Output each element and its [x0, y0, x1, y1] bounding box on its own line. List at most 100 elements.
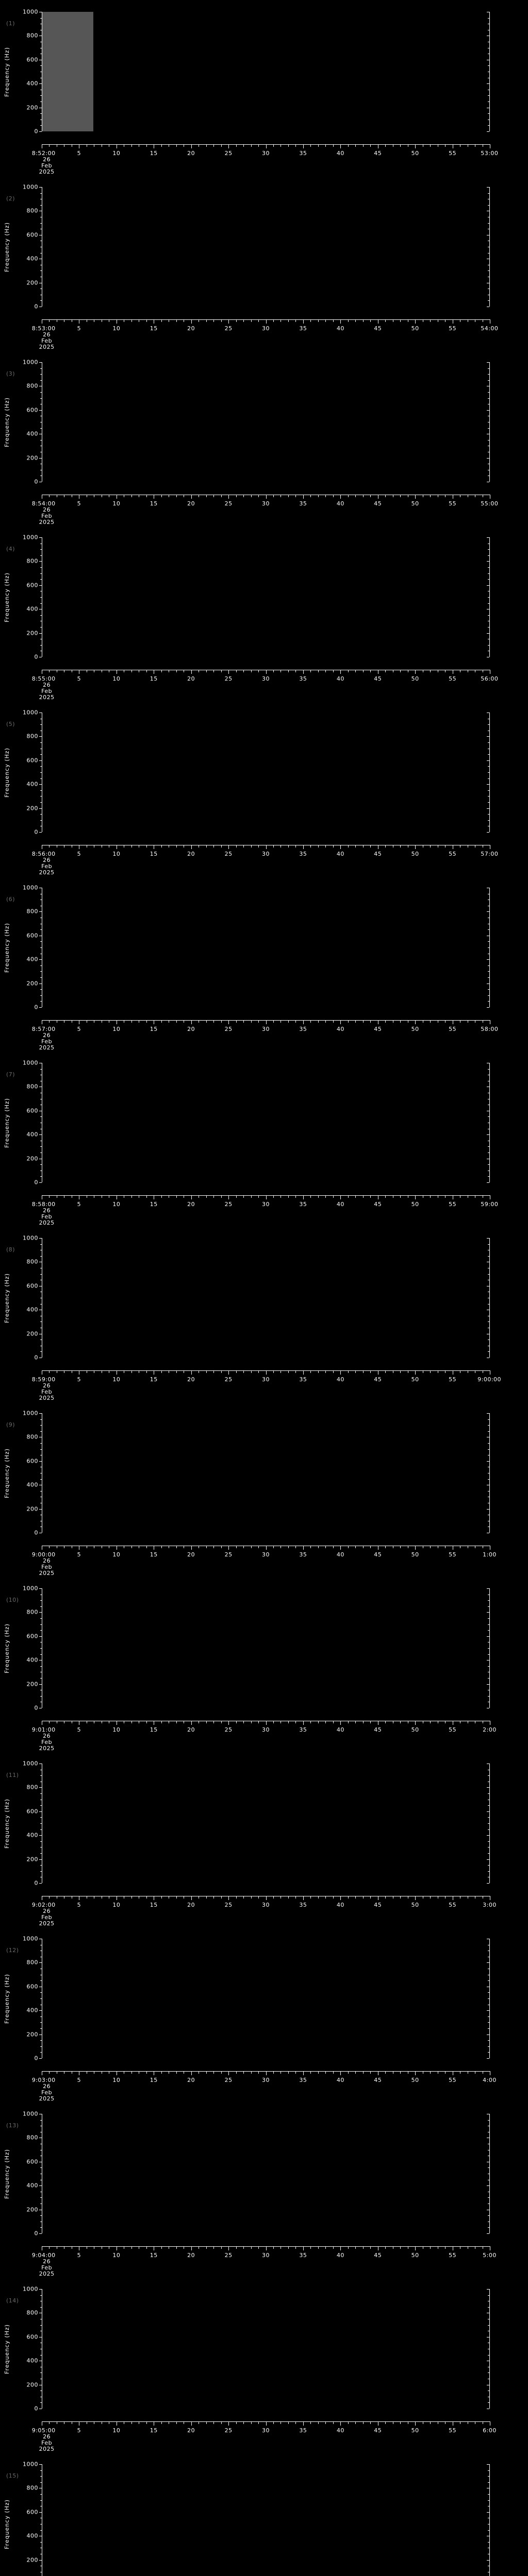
y-axis-tick-label: 200: [26, 1330, 38, 1337]
y-axis-tick-label: 400: [26, 2532, 38, 2539]
y-axis-minor-tick-right: [488, 1998, 489, 1999]
y-axis-title-text: Frequency (Hz): [3, 1448, 10, 1498]
x-axis-minor-tick: [400, 2246, 401, 2249]
x-axis-minor-tick: [400, 144, 401, 147]
y-axis-minor-tick-right: [488, 18, 489, 19]
x-axis-minor-tick: [355, 2071, 356, 2074]
x-axis-minor-tick: [273, 1546, 274, 1548]
y-axis-major-tick: [39, 959, 42, 960]
y-axis-minor-tick: [40, 1624, 42, 1625]
x-axis-minor-tick: [161, 670, 162, 672]
y-axis-minor-tick: [40, 929, 42, 930]
x-axis-minor-tick: [348, 1020, 349, 1023]
y-axis-tick-label: 800: [26, 557, 38, 565]
y-axis-tick-label: 600: [26, 2158, 38, 2165]
y-axis-minor-tick: [40, 573, 42, 574]
y-axis-minor-tick: [40, 1321, 42, 1323]
x-axis-tick-label: 8:55:00: [31, 675, 56, 682]
x-axis-minor-tick: [206, 2246, 207, 2249]
x-axis-tick-label: 55: [449, 500, 457, 507]
y-axis-tick-label: 800: [26, 32, 38, 39]
x-axis-major-tick: [191, 1370, 192, 1375]
y-axis-minor-tick-right: [488, 742, 489, 743]
x-axis-tick-label: 10: [112, 851, 121, 857]
y-axis-minor-tick: [40, 2541, 42, 2543]
x-axis-tick-label: 10: [112, 2077, 121, 2083]
x-axis-tick-label: 9:05:00: [31, 2427, 56, 2434]
x-axis-minor-tick: [161, 144, 162, 147]
x-axis-minor-tick: [146, 1370, 147, 1373]
y-axis-minor-tick: [40, 1069, 42, 1070]
x-axis-tick-label: 50: [411, 1726, 419, 1733]
y-axis-major-tick: [39, 2010, 42, 2011]
x-axis-tick-label: 50: [411, 2077, 419, 2083]
x-axis-major-tick: [266, 2421, 267, 2426]
y-axis-major-tick: [39, 1962, 42, 1963]
spectrogram-panel: (13) Frequency (Hz) 0 200 400 600 800 1000 9:04:…: [0, 2102, 528, 2277]
y-axis-tick-label: 600: [26, 1458, 38, 1465]
x-axis-minor-tick: [161, 2071, 162, 2074]
x-axis-minor-tick: [243, 1546, 244, 1548]
y-axis-right-spine: [487, 1764, 490, 1884]
y-axis-minor-tick: [40, 1490, 42, 1492]
x-axis-minor-tick: [400, 1721, 401, 1723]
x-axis-tick-label: 30: [262, 675, 270, 682]
spectrogram-panel: (3) Frequency (Hz) 0 200 400 600 800 1000 8:54:0…: [0, 350, 528, 526]
x-axis-tick-label: 15: [150, 851, 158, 857]
x-axis-minor-tick: [355, 670, 356, 672]
x-axis-minor-tick: [445, 670, 446, 672]
panel-number-label: (8): [6, 1246, 15, 1253]
x-axis-tick-label: 10: [112, 1726, 121, 1733]
x-axis-minor-tick: [280, 845, 282, 848]
y-axis-major-tick: [39, 808, 42, 809]
date-line: 26: [43, 857, 51, 863]
x-axis-major-tick: [415, 1195, 416, 1199]
y-axis-right-spine: [487, 713, 490, 833]
date-line: 2025: [39, 1745, 55, 1752]
x-axis-tick-label: 30: [262, 851, 270, 857]
x-axis-minor-tick: [236, 670, 237, 672]
y-axis-major-tick-right: [487, 83, 489, 84]
y-axis-tick-label: 600: [26, 932, 38, 939]
x-axis-minor-tick: [385, 670, 386, 672]
y-axis-minor-tick-right: [488, 1600, 489, 1601]
y-axis-tick-label: 1000: [23, 534, 38, 541]
spectrogram-panel: (7) Frequency (Hz) 0 200 400 600 800 1000 8:58:0…: [0, 1051, 528, 1226]
y-axis-tick-label: 400: [26, 605, 38, 613]
x-axis-major-tick: [228, 670, 229, 674]
x-axis-tick-label: 40: [336, 500, 344, 507]
y-axis-minor-tick-right: [488, 814, 489, 815]
date-line: 2025: [39, 694, 55, 701]
x-axis-minor-tick: [213, 495, 214, 497]
x-axis-tick-label: 5: [77, 150, 81, 157]
x-axis-tick-label: 50: [411, 851, 419, 857]
x-axis-minor-tick: [355, 1195, 356, 1198]
x-axis-minor-tick: [370, 2421, 371, 2424]
x-axis-minor-tick: [362, 1020, 364, 1023]
x-axis-minor-tick: [251, 1195, 252, 1198]
x-axis-minor-tick: [333, 1370, 334, 1373]
x-axis-minor-tick: [243, 1896, 244, 1899]
x-axis-minor-tick: [251, 1020, 252, 1023]
x-axis-minor-tick: [325, 144, 326, 147]
y-axis-major-tick: [39, 1509, 42, 1510]
x-axis-tick-label: 35: [299, 1902, 307, 1908]
date-line: 2025: [39, 1570, 55, 1577]
panel-number-label: (7): [6, 1071, 15, 1078]
x-axis-minor-tick: [355, 1546, 356, 1548]
plot-canvas: [42, 537, 490, 657]
x-axis-minor-tick: [310, 1370, 311, 1373]
x-axis-minor-tick: [206, 1721, 207, 1723]
x-axis-minor-tick: [310, 319, 311, 322]
panel-number-label: (2): [6, 195, 15, 202]
date-line: Feb: [41, 1388, 53, 1395]
y-axis-major-tick: [39, 1811, 42, 1812]
y-axis-major-tick-right: [487, 1509, 489, 1510]
x-axis-minor-tick: [131, 1546, 132, 1548]
x-axis: 8:57:00 5 10 15 20 25 30 35 40 45 50 55 58:00 26 Feb 20…: [32, 1020, 498, 1051]
y-axis-right-spine: [487, 1413, 490, 1533]
x-axis-minor-tick: [243, 670, 244, 672]
y-axis-major-tick: [39, 2058, 42, 2059]
x-axis-tick-label: 30: [262, 500, 270, 507]
x-axis-major-tick: [415, 319, 416, 324]
